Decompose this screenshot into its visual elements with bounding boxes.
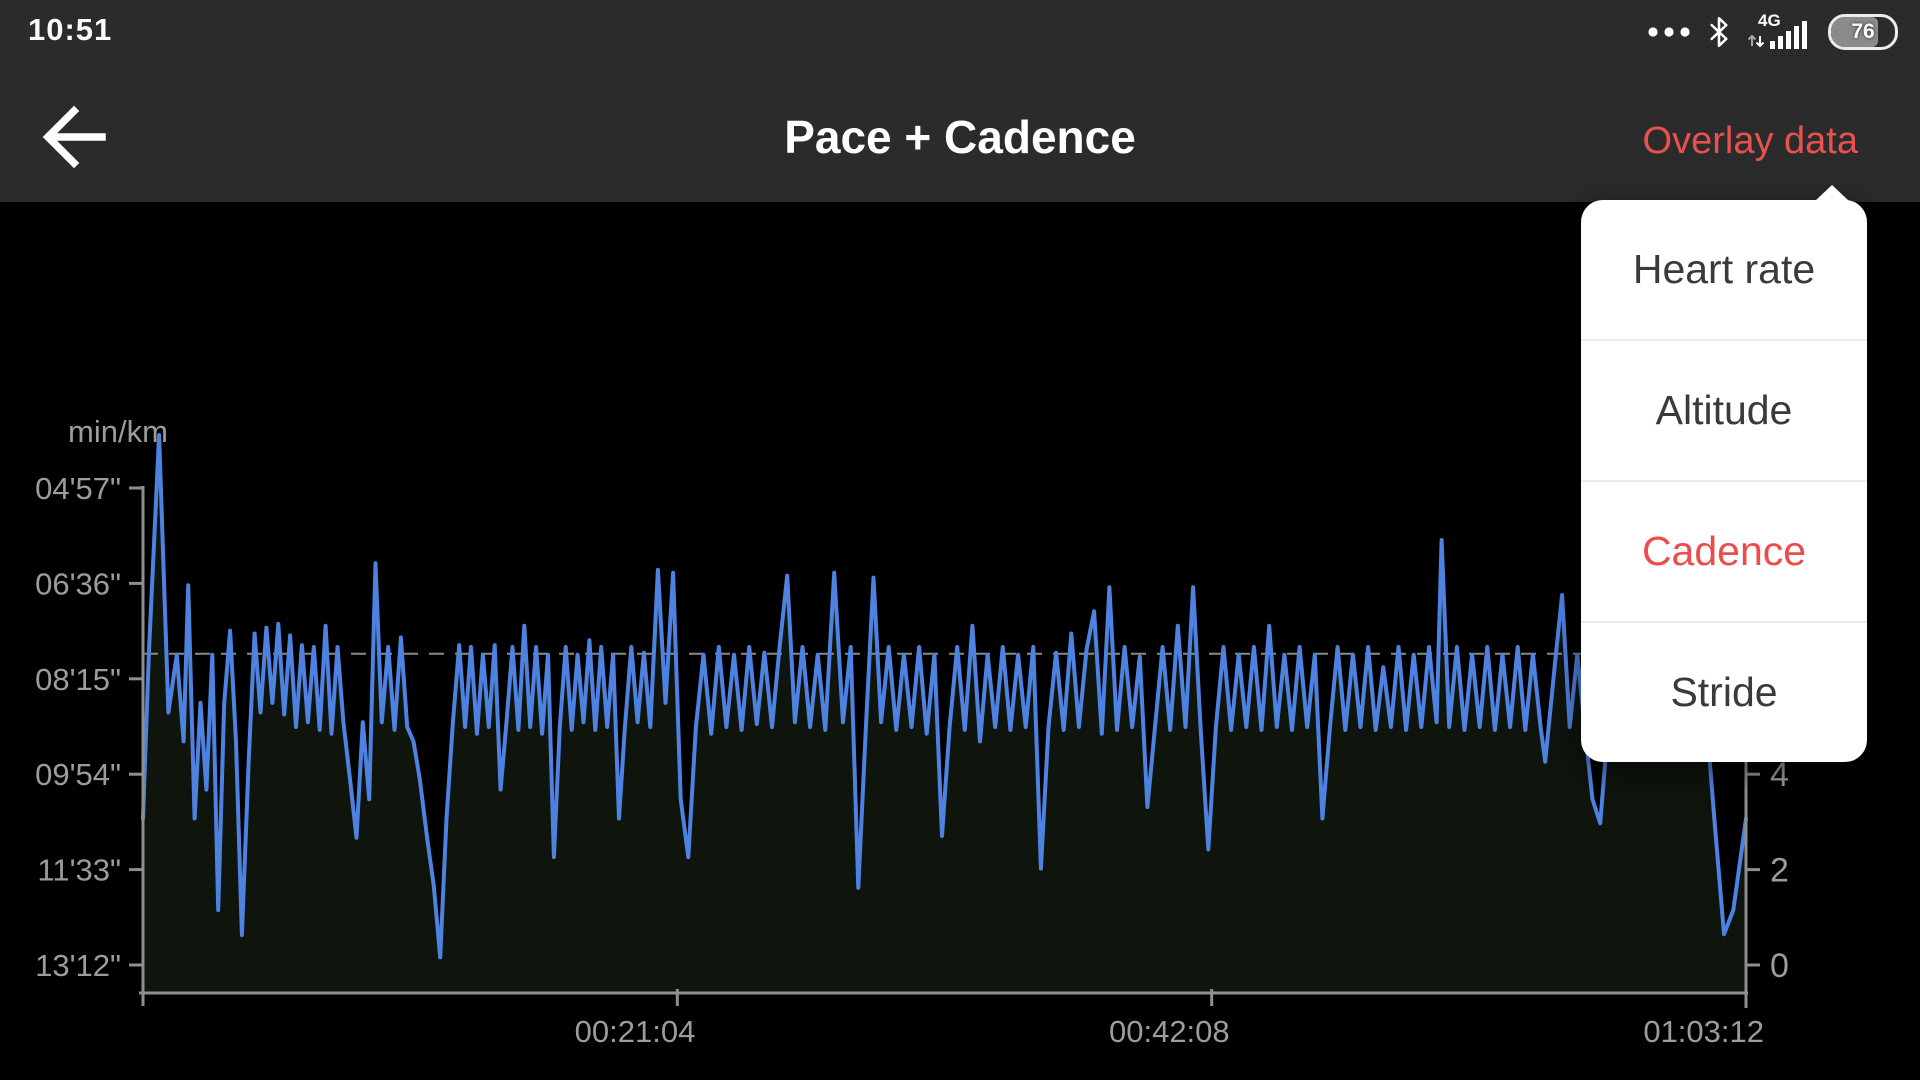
menu-pointer-arrow-icon <box>1815 185 1849 201</box>
x-tick-label: 00:42:08 <box>1109 1014 1230 1049</box>
battery-percent-label: 76 <box>1851 20 1875 43</box>
y-tick-label: 11'33" <box>37 853 121 888</box>
menu-item-heart-rate[interactable]: Heart rate <box>1581 200 1867 341</box>
page-title: Pace + Cadence <box>784 111 1136 163</box>
y-tick-label: 08'15" <box>35 662 121 697</box>
right-tick-label: 2 <box>1770 852 1789 890</box>
y-tick-label: 04'57" <box>35 471 121 506</box>
more-notifications-icon <box>1648 27 1690 37</box>
menu-item-altitude[interactable]: Altitude <box>1581 341 1867 482</box>
pace-line <box>141 433 1748 960</box>
status-clock: 10:51 <box>28 12 113 47</box>
back-button[interactable] <box>40 102 110 172</box>
status-icons: 4G 76 <box>1646 10 1898 54</box>
right-tick-label: 4 <box>1770 756 1789 794</box>
y-tick-label: 13'12" <box>35 948 121 983</box>
y-tick-label: 09'54" <box>35 757 121 792</box>
menu-item-cadence[interactable]: Cadence <box>1581 482 1867 623</box>
battery-icon: 76 <box>1828 14 1898 50</box>
network-type-label: 4G <box>1758 11 1781 30</box>
y-axis-unit-label: min/km <box>68 414 168 449</box>
pace-area-fill <box>143 435 1746 993</box>
x-tick-label: 00:21:04 <box>575 1014 696 1049</box>
bluetooth-icon <box>1710 16 1728 48</box>
x-tick-label: 01:03:12 <box>1643 1014 1764 1049</box>
menu-item-stride[interactable]: Stride <box>1670 669 1778 715</box>
right-tick-label: 0 <box>1770 947 1789 985</box>
overlay-data-menu: Heart rate Altitude Cadence Stride <box>1581 185 1867 762</box>
battery-fill-level <box>1831 17 1879 47</box>
top-bar: 10:51 4G 76 <box>0 0 1920 202</box>
overlay-data-button[interactable]: Overlay data <box>1642 120 1858 162</box>
y-tick-label: 06'36" <box>35 566 121 601</box>
mobile-network-signal-icon: 4G <box>1747 11 1807 49</box>
